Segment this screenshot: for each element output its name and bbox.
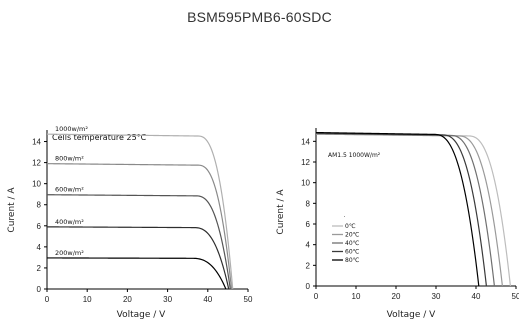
irradiance-chart: Cells temperature 25°C Voltage / V Curen… — [7, 125, 253, 320]
irradiance-series-label-4: 200w/m² — [55, 249, 84, 257]
temperature-y-tick-label: 4 — [306, 241, 311, 250]
temperature-x-tick-label: 20 — [392, 292, 401, 301]
irradiance-series-label-2: 600w/m² — [55, 186, 84, 194]
temperature-x-tick-label: 50 — [512, 292, 519, 301]
irradiance-x-tick-label: 50 — [244, 295, 253, 304]
irradiance-series-line-4 — [47, 257, 227, 290]
irradiance-series-label-1: 800w/m² — [55, 155, 84, 163]
temperature-legend-label-2: 40℃ — [345, 240, 360, 247]
temperature-y-tick-label: 8 — [306, 199, 311, 208]
temperature-y-tick-label: 6 — [306, 220, 311, 229]
temperature-legend-label-1: 20℃ — [345, 232, 360, 239]
irradiance-x-tick-label: 40 — [203, 295, 212, 304]
temperature-y-label: Curent / A — [276, 189, 286, 235]
irradiance-y-tick-label: 6 — [37, 222, 42, 231]
temperature-y-tick-label: 2 — [306, 261, 311, 270]
irradiance-series-line-3 — [46, 226, 230, 290]
irradiance-y-tick-label: 10 — [32, 180, 41, 189]
irradiance-y-tick-label: 2 — [37, 264, 42, 273]
temperature-y-tick-label: 14 — [301, 137, 310, 146]
temperature-x-tick-label: 0 — [314, 292, 319, 301]
temperature-x-tick-label: 10 — [352, 292, 361, 301]
irradiance-y-tick-label: 0 — [37, 285, 42, 294]
irradiance-series-label-3: 400w/m² — [55, 218, 84, 226]
irradiance-y-label: Curent / A — [7, 187, 17, 233]
temperature-y-tick-label: 0 — [306, 282, 311, 291]
irradiance-y-tick-label: 12 — [32, 159, 41, 168]
irradiance-series-line-2 — [46, 194, 231, 290]
irradiance-series-line-1 — [46, 163, 233, 290]
irradiance-x-label: Voltage / V — [117, 310, 167, 320]
temperature-y-tick-label: 12 — [301, 158, 310, 167]
page-title: BSM595PMB6-60SDC — [187, 9, 332, 25]
temperature-chart: AM1.5 1000W/m² Voltage / V Curent / A 0 1… — [276, 128, 519, 320]
temperature-series-line-4 — [315, 131, 480, 287]
irradiance-x-tick-label: 30 — [163, 295, 172, 304]
temperature-legend-label-3: 60℃ — [345, 249, 360, 256]
temperature-x-tick-label: 30 — [432, 292, 441, 301]
temperature-legend-label-0: 0℃ — [345, 223, 356, 230]
irradiance-annotation: Cells temperature 25°C — [52, 133, 147, 142]
irradiance-x-tick-label: 10 — [83, 295, 92, 304]
irradiance-series-line-0 — [46, 133, 234, 290]
irradiance-y-tick-label: 4 — [37, 243, 42, 252]
temperature-x-tick-label: 40 — [472, 292, 481, 301]
temperature-annotation: AM1.5 1000W/m² — [328, 152, 381, 159]
irradiance-y-tick-label: 14 — [32, 138, 41, 147]
irradiance-series-label-0: 1000w/m² — [55, 125, 88, 133]
temperature-y-tick-label: 10 — [301, 179, 310, 188]
temperature-x-label: Voltage / V — [387, 310, 437, 320]
temperature-legend-label-4: 80℃ — [345, 257, 360, 264]
irradiance-y-tick-label: 8 — [37, 201, 42, 210]
irradiance-x-tick-label: 20 — [123, 295, 132, 304]
temperature-legend-dot — [344, 216, 345, 217]
irradiance-x-tick-label: 0 — [45, 295, 50, 304]
